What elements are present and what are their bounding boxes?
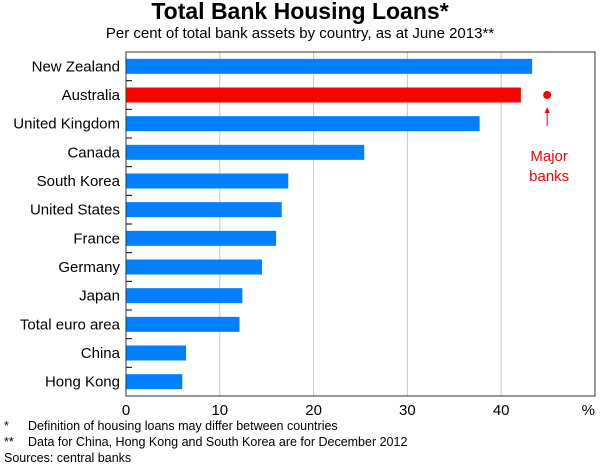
chart-subtitle: Per cent of total bank assets by country… [105,25,495,42]
x-tick-label: 30 [399,402,416,419]
x-tick-label: 40 [493,402,510,419]
annotation-arrowhead [544,107,550,113]
bar [126,374,183,390]
footnote-1: * Definition of housing loans may differ … [4,419,338,433]
bar [126,345,187,361]
bar [126,144,365,160]
major-banks-marker [543,91,552,99]
annotation-label: banks [529,168,569,185]
category-label: Japan [79,288,120,305]
category-label: Germany [58,259,120,276]
bar [126,116,480,132]
footnote-2: ** Data for China, Hong Kong and South Ko… [4,435,408,449]
plot-frame [125,51,596,397]
category-label: South Korea [37,173,121,190]
category-label: France [73,230,120,247]
bar [126,259,263,275]
bar [126,202,282,218]
bar [126,58,533,74]
category-label: United States [30,202,120,219]
x-tick-label: 20 [305,402,322,419]
x-axis-unit: % [582,402,595,419]
chart-title: Total Bank Housing Loans* [151,0,449,24]
category-label: China [81,345,121,362]
category-label: New Zealand [32,58,120,75]
category-label: Australia [62,87,121,104]
category-label: United Kingdom [13,116,120,133]
annotation-label: Major [530,148,568,165]
bar [126,288,243,304]
bar [126,316,240,332]
bar [126,173,289,189]
x-tick-label: 10 [211,402,228,419]
sources: Sources: central banks [4,451,132,465]
category-label: Total euro area [20,316,121,333]
category-label: Canada [67,144,120,161]
x-tick-label: 0 [122,402,130,419]
category-label: Hong Kong [45,374,120,391]
bar [126,87,521,103]
bar [126,230,277,246]
